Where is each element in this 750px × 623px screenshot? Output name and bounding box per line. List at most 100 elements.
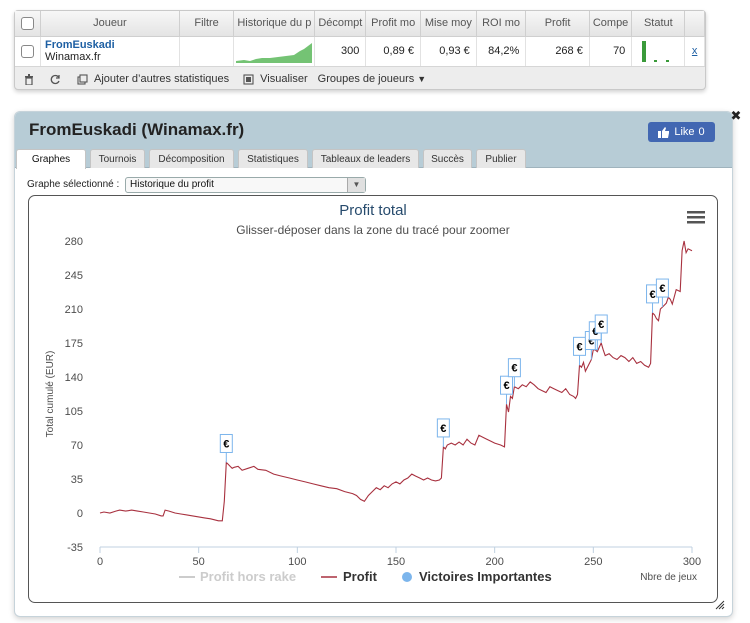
profit-sparkline	[236, 42, 313, 63]
y-tick-label: 245	[65, 270, 83, 282]
add-stats-button[interactable]: Ajouter d’autres statistiques	[77, 73, 229, 85]
remove-cell: x	[684, 36, 705, 67]
status-mini-chart	[642, 40, 670, 62]
player-profile-panel: FromEuskadi (Winamax.fr) Like 0 Graphes …	[14, 111, 733, 617]
column-header-decompte[interactable]: Décompt	[314, 11, 367, 37]
victory-flag-symbol: €	[588, 336, 594, 348]
player-site: Winamax.fr	[45, 51, 101, 63]
column-header-statut[interactable]: Statut	[631, 11, 686, 37]
y-tick-label: 70	[71, 440, 83, 452]
y-tick-label: 175	[65, 338, 83, 350]
victory-flag	[594, 314, 608, 334]
y-tick-label: 140	[65, 372, 83, 384]
tab-tableaux-de-leaders[interactable]: Tableaux de leaders	[312, 149, 419, 168]
column-header-profit-moyen[interactable]: Profit mo	[365, 11, 421, 37]
remove-player-link[interactable]: x	[691, 45, 698, 57]
tab-tournois[interactable]: Tournois	[90, 149, 145, 168]
chart-plot-area[interactable]: -35 0 35 70 105 140 175 210 245 280 0 50 100 150 200 25…	[29, 196, 717, 602]
x-tick-label: 300	[683, 556, 701, 568]
victory-flag	[655, 278, 669, 298]
visualize-label: Visualiser	[260, 73, 308, 85]
stats-toolbar: Ajouter d’autres statistiques Visualiser…	[15, 68, 707, 90]
victory-flag-symbol: €	[511, 363, 517, 375]
chevron-down-icon: ▼	[347, 178, 365, 192]
player-groups-label: Groupes de joueurs	[317, 73, 415, 85]
table-row: FromEuskadi Winamax.fr 300 0,89 € 0,93 €…	[15, 36, 705, 67]
like-count: 0	[698, 126, 705, 138]
column-header-joueur[interactable]: Joueur	[40, 11, 180, 37]
player-stats-table: Joueur Filtre Historique du p Décompt Pr…	[15, 11, 705, 67]
profit-moyen-cell: 0,89 €	[365, 36, 421, 67]
tab-graphes[interactable]: Graphes	[16, 149, 86, 169]
filter-cell	[179, 36, 235, 67]
visualize-icon	[243, 73, 254, 85]
graph-select-label: Graphe sélectionné :	[27, 179, 120, 190]
add-columns-icon	[77, 73, 88, 85]
tab-decomposition[interactable]: Décomposition	[149, 149, 234, 168]
victory-flag-symbol: €	[576, 341, 582, 353]
column-header-filtre[interactable]: Filtre	[179, 11, 235, 37]
tab-publier[interactable]: Publier	[476, 149, 526, 168]
visualize-button[interactable]: Visualiser	[243, 73, 308, 85]
profit-chart[interactable]: Profit total Glisser-déposer dans la zon…	[28, 195, 725, 610]
facebook-like-button[interactable]: Like 0	[648, 122, 715, 142]
profit-cell: 268 €	[525, 36, 590, 67]
graph-select-dropdown[interactable]: Historique du profit ▼	[125, 177, 366, 193]
victory-flag-symbol: €	[503, 380, 509, 392]
legend-item-profit-hors-rake: Profit hors rake	[200, 569, 296, 584]
player-cell: FromEuskadi Winamax.fr	[40, 36, 180, 67]
select-all-header[interactable]	[15, 11, 41, 37]
row-checkbox[interactable]	[21, 44, 34, 58]
resize-handle-icon[interactable]	[715, 600, 725, 610]
tab-succes[interactable]: Succès	[423, 149, 472, 168]
y-tick-label: -35	[67, 542, 83, 554]
column-header-historique[interactable]: Historique du p	[233, 11, 316, 37]
victory-flag-symbol: €	[649, 289, 655, 301]
x-tick-label: 150	[387, 556, 405, 568]
column-header-roi-moyen[interactable]: ROI mo	[476, 11, 527, 37]
player-groups-dropdown[interactable]: Groupes de joueurs ▼	[318, 73, 427, 85]
chevron-down-icon: ▼	[417, 74, 427, 84]
like-label: Like	[674, 126, 695, 138]
x-tick-label: 50	[193, 556, 205, 568]
chart-subtitle: Glisser-déposer dans la zone du tracé po…	[236, 223, 510, 237]
row-select-cell[interactable]	[15, 36, 41, 67]
victory-flag	[500, 375, 514, 395]
column-header-profit[interactable]: Profit	[525, 11, 590, 37]
x-tick-label: 100	[288, 556, 306, 568]
victory-flag-symbol: €	[598, 319, 604, 331]
profit-series-line	[99, 240, 693, 522]
delete-button[interactable]	[24, 73, 40, 85]
player-name-link[interactable]: FromEuskadi	[45, 39, 115, 51]
graph-select-value: Historique du profit	[130, 179, 214, 190]
hamburger-menu-icon[interactable]	[687, 210, 705, 224]
victory-flag	[507, 358, 521, 378]
victory-flag	[219, 433, 233, 453]
tab-statistiques[interactable]: Statistiques	[238, 149, 308, 168]
column-header-mise-moyenne[interactable]: Mise moy	[420, 11, 477, 37]
column-header-competitions[interactable]: Compe	[589, 11, 633, 37]
x-axis-title: Nbre de jeux	[640, 572, 697, 583]
status-bar-small-2	[666, 59, 670, 62]
select-all-checkbox[interactable]	[21, 16, 34, 30]
victory-flag-symbol: €	[659, 283, 665, 295]
trash-icon	[25, 73, 33, 85]
decompte-cell: 300	[314, 36, 367, 67]
x-tick-label: 200	[485, 556, 503, 568]
victory-flag-symbol: €	[223, 438, 229, 450]
status-cell	[631, 36, 686, 67]
status-bar-small-1	[654, 59, 658, 62]
table-header-row: Joueur Filtre Historique du p Décompt Pr…	[15, 11, 705, 37]
y-axis-title: Total cumulé (EUR)	[45, 351, 56, 438]
competitions-cell: 70	[589, 36, 633, 67]
sparkline-area	[236, 42, 313, 63]
legend-symbol-victoires	[402, 572, 412, 582]
y-tick-label: 280	[65, 236, 83, 248]
close-panel-icon[interactable]: ✖	[730, 108, 742, 123]
legend-item-profit: Profit	[343, 569, 378, 584]
y-tick-label: 105	[65, 406, 83, 418]
column-header-remove	[684, 11, 705, 37]
refresh-button[interactable]	[50, 74, 67, 85]
status-bar-main	[642, 40, 647, 62]
profile-header: FromEuskadi (Winamax.fr) Like 0	[15, 112, 732, 149]
